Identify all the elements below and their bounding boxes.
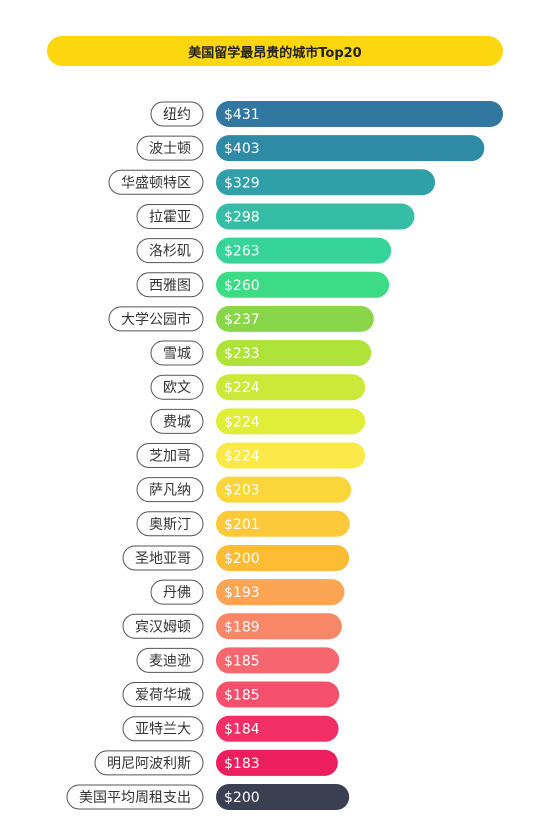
category-label: 麦迪逊 — [149, 653, 191, 669]
bar — [216, 101, 503, 127]
value-label: $201 — [224, 517, 260, 533]
value-label: $200 — [224, 551, 260, 567]
bar — [216, 135, 485, 162]
category-label: 奥斯汀 — [149, 516, 191, 533]
bar — [216, 203, 415, 230]
category-label: 美国平均周租支出 — [79, 790, 191, 806]
value-label: $403 — [224, 141, 260, 157]
value-label: $329 — [224, 175, 260, 191]
bar — [216, 408, 366, 435]
bar — [216, 442, 366, 469]
category-label: 亚特兰大 — [135, 722, 191, 738]
value-label: $233 — [224, 346, 260, 362]
category-label: 宾汉姆顿 — [135, 619, 191, 635]
category-label: 欧文 — [163, 380, 191, 396]
bar — [216, 169, 436, 196]
category-pill — [136, 477, 204, 503]
bar — [216, 544, 350, 571]
category-pill — [122, 613, 204, 639]
category-pill — [150, 374, 204, 400]
category-pill — [136, 238, 204, 264]
bar — [216, 271, 390, 298]
category-label: 西雅图 — [149, 278, 191, 294]
category-pill — [150, 579, 204, 605]
bar — [216, 681, 340, 708]
value-label: $184 — [224, 722, 260, 738]
category-label: 大学公园市 — [121, 311, 191, 328]
bar — [216, 340, 372, 367]
bar — [216, 647, 340, 674]
category-pill — [122, 682, 204, 708]
value-label: $200 — [224, 790, 260, 806]
category-pill — [108, 169, 204, 195]
category-pill — [150, 101, 204, 127]
category-pill — [66, 784, 204, 810]
category-pill — [136, 647, 204, 673]
value-label: $260 — [224, 278, 260, 294]
category-pill — [136, 511, 204, 537]
bar — [216, 510, 350, 537]
category-pill — [136, 135, 204, 161]
category-label: 纽约 — [163, 107, 191, 123]
value-label: $263 — [224, 244, 260, 260]
category-label: 丹佛 — [163, 585, 191, 601]
category-label: 雪城 — [163, 346, 191, 362]
bar — [216, 374, 366, 401]
bar — [216, 476, 352, 503]
value-label: $203 — [224, 483, 260, 499]
category-label: 费城 — [163, 414, 191, 430]
category-label: 波士顿 — [149, 141, 191, 157]
category-label: 圣地亚哥 — [135, 551, 191, 567]
bar — [216, 784, 350, 810]
value-label: $189 — [224, 619, 260, 635]
category-pill — [136, 272, 204, 298]
category-pill — [94, 750, 204, 776]
category-label: 洛杉矶 — [149, 244, 191, 260]
value-label: $183 — [224, 756, 260, 772]
value-label: $224 — [224, 449, 260, 465]
bar — [216, 579, 345, 606]
category-pill — [136, 203, 204, 229]
value-label: $185 — [224, 688, 260, 704]
category-label: 拉霍亚 — [149, 209, 191, 225]
bar — [216, 237, 392, 264]
value-label: $224 — [224, 380, 260, 396]
value-label: $224 — [224, 414, 260, 430]
value-label: $237 — [224, 312, 260, 328]
category-pill — [136, 443, 204, 468]
value-label: $431 — [224, 107, 260, 123]
category-label: 芝加哥 — [149, 449, 191, 465]
category-label: 华盛顿特区 — [121, 175, 191, 191]
category-label: 明尼阿波利斯 — [107, 756, 191, 772]
bar — [216, 305, 374, 332]
value-label: $193 — [224, 585, 260, 601]
category-pill — [108, 306, 204, 332]
category-pill — [150, 408, 204, 434]
value-label: $298 — [224, 209, 260, 225]
category-label: 爱荷华城 — [135, 688, 191, 704]
value-label: $185 — [224, 653, 260, 669]
bar — [216, 749, 338, 776]
category-pill — [122, 545, 204, 571]
category-pill — [122, 716, 204, 742]
chart-title: 美国留学最昂贵的城市Top20 — [47, 36, 503, 66]
category-pill — [150, 340, 204, 366]
category-label: 萨凡纳 — [149, 483, 191, 499]
bar — [216, 613, 342, 640]
bar — [216, 715, 339, 742]
